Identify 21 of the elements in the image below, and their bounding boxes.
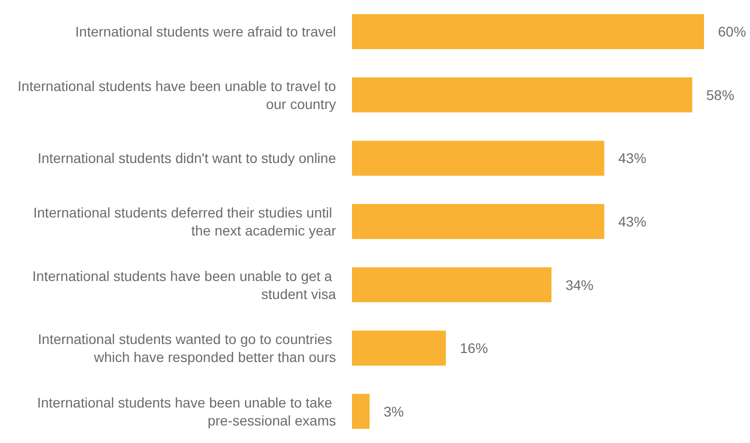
- data-label: 58%: [706, 86, 734, 103]
- bar: [352, 77, 692, 112]
- bar: [352, 394, 370, 429]
- bar: [352, 204, 604, 239]
- bar: [352, 330, 446, 366]
- data-label: 3%: [384, 403, 404, 420]
- bar: [352, 14, 704, 50]
- data-label: 43%: [618, 214, 646, 230]
- data-label: 43%: [618, 150, 646, 166]
- data-label: 34%: [565, 276, 594, 293]
- y-tick-label: International students have been unable to take pre-sessional exams: [37, 394, 336, 428]
- y-tick-label: International students were afraid to travel: [75, 24, 336, 40]
- y-tick-label: International students have been unable to travel to our country: [18, 78, 336, 112]
- data-label: 16%: [460, 340, 488, 356]
- y-tick-label: International students deferred their studies until the next academic year: [33, 204, 336, 238]
- data-label: 60%: [718, 24, 746, 40]
- bar: [352, 267, 552, 302]
- bar: [352, 140, 604, 176]
- y-tick-label: International students have been unable to get a student visa: [32, 268, 336, 302]
- y-tick-label: International students wanted to go to countries which have responded better than ours: [38, 331, 336, 366]
- y-tick-label: International students didn't want to study online: [38, 150, 336, 166]
